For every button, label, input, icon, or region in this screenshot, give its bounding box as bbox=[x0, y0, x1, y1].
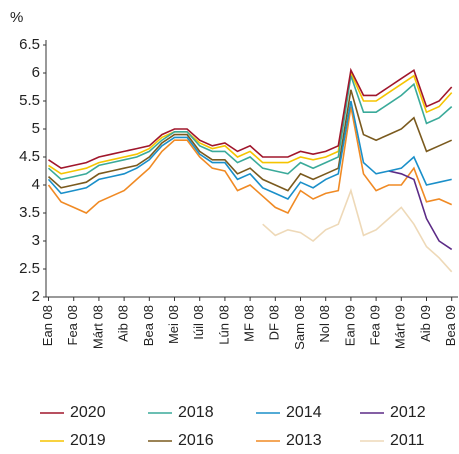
x-tick-label: Mei 08 bbox=[166, 305, 181, 344]
series-line bbox=[388, 170, 453, 251]
y-tick-label: 2 bbox=[32, 288, 40, 305]
x-tick-label: Nol 08 bbox=[317, 305, 332, 343]
x-tick-label: Fea 09 bbox=[368, 305, 383, 345]
legend-label: 2020 bbox=[70, 404, 106, 421]
legend-label: 2018 bbox=[178, 404, 214, 421]
x-tick-label: Bea 08 bbox=[141, 305, 156, 346]
x-tick-label: Márt 08 bbox=[90, 305, 105, 349]
x-tick-label: Bea 09 bbox=[443, 305, 458, 346]
y-tick-label: 2.5 bbox=[19, 260, 40, 277]
legend-label: 2013 bbox=[286, 432, 322, 449]
x-tick-label: Iúil 08 bbox=[191, 305, 206, 340]
y-tick-label: 5 bbox=[32, 120, 40, 137]
x-tick-label: Ean 09 bbox=[342, 305, 357, 346]
x-tick-label: MF 08 bbox=[242, 305, 257, 342]
legend-label: 2011 bbox=[390, 432, 425, 449]
legend-label: 2014 bbox=[286, 404, 322, 421]
y-tick-label: 6 bbox=[32, 64, 40, 81]
series-line bbox=[48, 67, 453, 170]
y-tick-label: 3.5 bbox=[19, 204, 40, 221]
y-tick-label: 4.5 bbox=[19, 148, 40, 165]
legend-label: 2012 bbox=[390, 404, 426, 421]
y-axis-label: % bbox=[10, 9, 23, 26]
series-line bbox=[262, 188, 453, 273]
x-tick-label: Aib 08 bbox=[116, 305, 131, 342]
x-tick-label: Fea 08 bbox=[65, 305, 80, 345]
x-tick-label: Sam 08 bbox=[292, 305, 307, 350]
x-tick-label: Lún 08 bbox=[216, 305, 231, 345]
series-line bbox=[47, 89, 453, 192]
y-tick-label: 4 bbox=[32, 176, 40, 193]
series-line bbox=[47, 106, 453, 215]
series-line bbox=[48, 70, 453, 175]
legend-label: 2016 bbox=[178, 432, 214, 449]
y-tick-label: 6.5 bbox=[19, 36, 40, 53]
x-tick-label: DF 08 bbox=[267, 305, 282, 340]
x-tick-label: Ean 08 bbox=[40, 305, 55, 346]
y-tick-label: 3 bbox=[32, 232, 40, 249]
y-tick-label: 5.5 bbox=[19, 92, 40, 109]
series-line bbox=[47, 100, 452, 200]
series-line bbox=[47, 75, 453, 181]
x-tick-label: Márt 09 bbox=[393, 305, 408, 349]
legend-label: 2019 bbox=[70, 432, 106, 449]
x-tick-label: Aib 09 bbox=[418, 305, 433, 342]
